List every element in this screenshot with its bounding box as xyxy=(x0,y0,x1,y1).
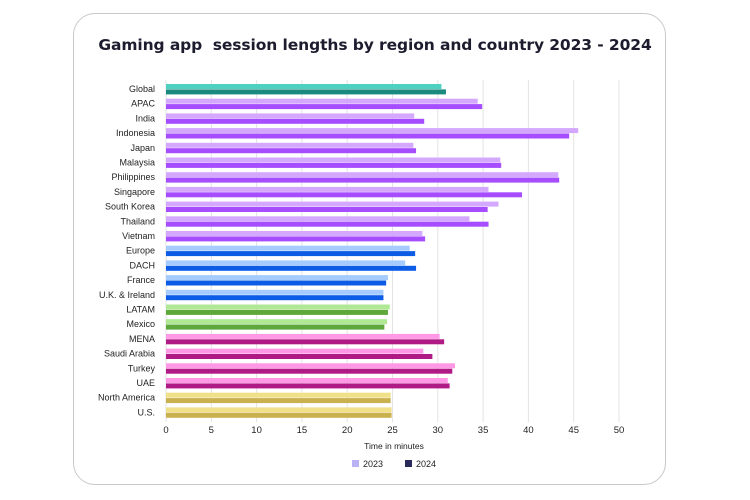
x-tick-label: 25 xyxy=(387,425,398,436)
bar-2023-malaysia xyxy=(166,157,501,163)
bar-2024-france xyxy=(166,280,387,286)
category-label: Singapore xyxy=(114,187,155,197)
category-label: India xyxy=(135,113,155,123)
category-label: France xyxy=(127,275,155,285)
bar-2023-north-america xyxy=(166,392,391,398)
bar-2024-europe xyxy=(166,251,416,257)
x-tick-label: 50 xyxy=(614,425,625,436)
bar-2023-dach xyxy=(166,260,406,266)
x-tick-label: 30 xyxy=(433,425,444,436)
legend-swatch-2024 xyxy=(405,460,412,467)
category-label: Europe xyxy=(126,246,155,256)
bar-2023-mena xyxy=(166,333,440,339)
bar-2024-apac xyxy=(166,104,483,110)
category-label: Vietnam xyxy=(122,231,155,241)
x-tick-label: 20 xyxy=(342,425,353,436)
bar-2023-latam xyxy=(166,304,390,310)
bar-2023-u-s- xyxy=(166,407,392,413)
x-tick-label: 40 xyxy=(523,425,534,436)
bar-2023-thailand xyxy=(166,216,470,222)
bar-2024-philippines xyxy=(166,177,560,183)
bar-2024-south-korea xyxy=(166,207,488,212)
category-label: MENA xyxy=(129,334,155,344)
bar-2023-mexico xyxy=(166,319,388,325)
category-labels: Global APAC India Indonesia Japan Malaysia Phi… xyxy=(98,84,156,417)
category-label: Indonesia xyxy=(116,128,155,138)
bar-2024-vietnam xyxy=(166,236,426,242)
category-label: Japan xyxy=(130,143,155,153)
bar-2024-u-s- xyxy=(166,412,392,418)
category-label: U.K. & Ireland xyxy=(99,290,155,300)
chart-title: Gaming app session lengths by region and… xyxy=(98,36,652,54)
category-label: U.S. xyxy=(137,407,155,417)
x-axis-title: Time in minutes xyxy=(364,441,424,451)
bar-2023-u-k-ireland xyxy=(166,289,384,295)
legend-label-2023: 2023 xyxy=(363,459,383,469)
bar-2023-philippines xyxy=(166,172,559,178)
bars xyxy=(166,84,579,418)
legend-label-2024: 2024 xyxy=(416,459,436,469)
bar-2023-saudi-arabia xyxy=(166,348,424,354)
category-label: UAE xyxy=(136,378,155,388)
legend: 2023 2024 xyxy=(352,459,436,469)
bar-2023-apac xyxy=(166,98,478,104)
x-tick-label: 5 xyxy=(209,425,214,436)
bar-2023-turkey xyxy=(166,363,456,369)
category-label: Global xyxy=(129,84,155,94)
x-tick-label: 10 xyxy=(251,425,262,436)
bar-2024-turkey xyxy=(166,368,453,374)
bar-2023-uae xyxy=(166,378,448,383)
category-label: APAC xyxy=(131,99,155,109)
category-label: Thailand xyxy=(120,216,155,226)
bar-2024-latam xyxy=(166,309,388,315)
bar-2024-global xyxy=(166,89,446,95)
bar-2023-vietnam xyxy=(166,231,423,236)
bar-2024-singapore xyxy=(166,192,523,198)
x-tick-labels: 0 5 10 15 20 25 30 35 40 45 50 xyxy=(163,425,624,436)
bar-2024-uae xyxy=(166,383,450,389)
bar-2023-singapore xyxy=(166,186,489,192)
x-tick-label: 45 xyxy=(568,425,579,436)
bar-2023-japan xyxy=(166,142,414,148)
x-tick-label: 0 xyxy=(163,425,168,436)
bar-2023-france xyxy=(166,275,388,281)
category-label: North America xyxy=(98,393,155,403)
x-tick-label: 15 xyxy=(297,425,308,436)
bar-2024-dach xyxy=(166,265,417,271)
x-tick-label: 35 xyxy=(478,425,489,436)
bar-2024-indonesia xyxy=(166,133,570,139)
category-label: Philippines xyxy=(111,172,155,182)
bar-2023-south-korea xyxy=(166,201,499,207)
category-label: Malaysia xyxy=(119,158,155,168)
category-label: DACH xyxy=(129,260,155,270)
bar-2023-indonesia xyxy=(166,128,579,134)
legend-swatch-2023 xyxy=(352,460,359,467)
bar-2024-japan xyxy=(166,148,417,154)
category-label: Saudi Arabia xyxy=(104,349,155,359)
bar-2024-mexico xyxy=(166,324,385,330)
bar-2024-malaysia xyxy=(166,162,502,168)
bar-2024-u-k-ireland xyxy=(166,295,384,301)
bar-2023-global xyxy=(166,84,442,89)
category-label: Mexico xyxy=(126,319,155,329)
category-label: South Korea xyxy=(105,202,155,212)
category-label: LATAM xyxy=(126,305,155,315)
bar-2024-india xyxy=(166,118,425,124)
bar-2023-europe xyxy=(166,245,410,251)
bar-2024-mena xyxy=(166,339,445,345)
bar-2024-saudi-arabia xyxy=(166,354,433,359)
bar-2024-north-america xyxy=(166,398,391,404)
bar-2023-india xyxy=(166,113,415,119)
bar-2024-thailand xyxy=(166,221,489,227)
category-label: Turkey xyxy=(128,363,156,373)
